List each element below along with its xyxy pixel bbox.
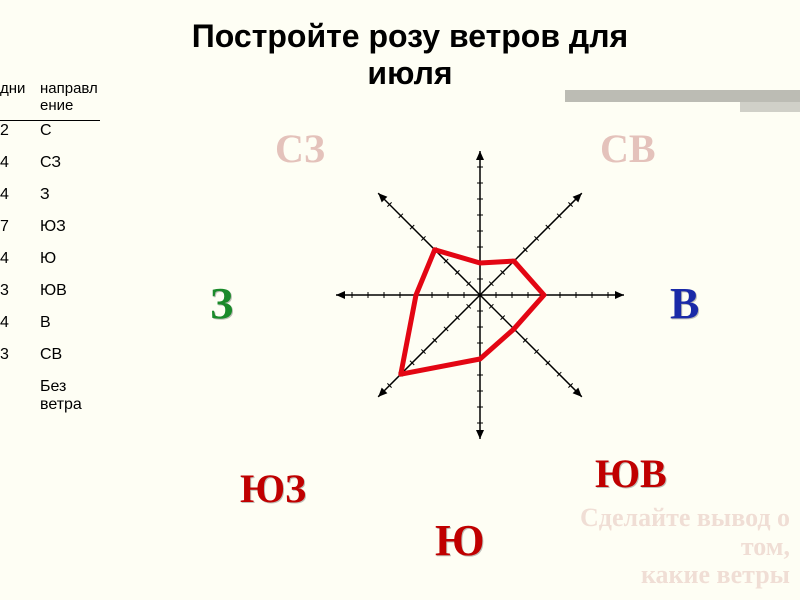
- direction-label: ЮЗ: [240, 465, 306, 512]
- table-divider: [0, 120, 100, 121]
- direction-label: В: [670, 278, 699, 329]
- table-row: 3СВ: [0, 346, 110, 364]
- table-row: 4СЗ: [0, 154, 110, 172]
- cell-dir: Без ветра: [40, 378, 110, 414]
- table-row: 3ЮВ: [0, 282, 110, 300]
- cell-dir: З: [40, 186, 110, 204]
- cell-dir: Ю: [40, 250, 110, 268]
- cell-dir: СЗ: [40, 154, 110, 172]
- table-row: 7ЮЗ: [0, 218, 110, 236]
- direction-label: СЗ: [275, 125, 325, 172]
- cell-dir: В: [40, 314, 110, 332]
- cell-dir: ЮЗ: [40, 218, 110, 236]
- cell-days: [0, 378, 40, 414]
- cell-days: 3: [0, 282, 40, 300]
- dec-bar: [740, 102, 800, 112]
- table-row: Без ветра: [0, 378, 110, 414]
- cell-days: 2: [0, 122, 40, 140]
- cell-days: 4: [0, 250, 40, 268]
- table-row: 4Ю: [0, 250, 110, 268]
- cell-days: 4: [0, 186, 40, 204]
- cell-days: 4: [0, 314, 40, 332]
- data-table: дни направл ение 2С4СЗ4З7ЮЗ4Ю3ЮВ4В3СВБез…: [0, 80, 110, 428]
- cell-dir: С: [40, 122, 110, 140]
- cell-days: 7: [0, 218, 40, 236]
- direction-label: Ю: [435, 515, 485, 566]
- direction-label: СВ: [600, 125, 656, 172]
- table-row: 2С: [0, 122, 110, 140]
- col-days-header: дни: [0, 80, 40, 114]
- col-dir-header: направл ение: [40, 80, 110, 114]
- cell-days: 4: [0, 154, 40, 172]
- cell-dir: ЮВ: [40, 282, 110, 300]
- title-line1: Постройте розу ветров для: [80, 18, 740, 55]
- table-row: 4З: [0, 186, 110, 204]
- table-row: 4В: [0, 314, 110, 332]
- faded-hint: Сделайте вывод о том, какие ветры: [580, 504, 790, 590]
- cell-dir: СВ: [40, 346, 110, 364]
- cell-days: 3: [0, 346, 40, 364]
- direction-label: З: [210, 278, 233, 329]
- wind-rose-chart: СЗСВЗВЮЗЮВЮ: [230, 70, 730, 550]
- direction-label: ЮВ: [595, 450, 667, 497]
